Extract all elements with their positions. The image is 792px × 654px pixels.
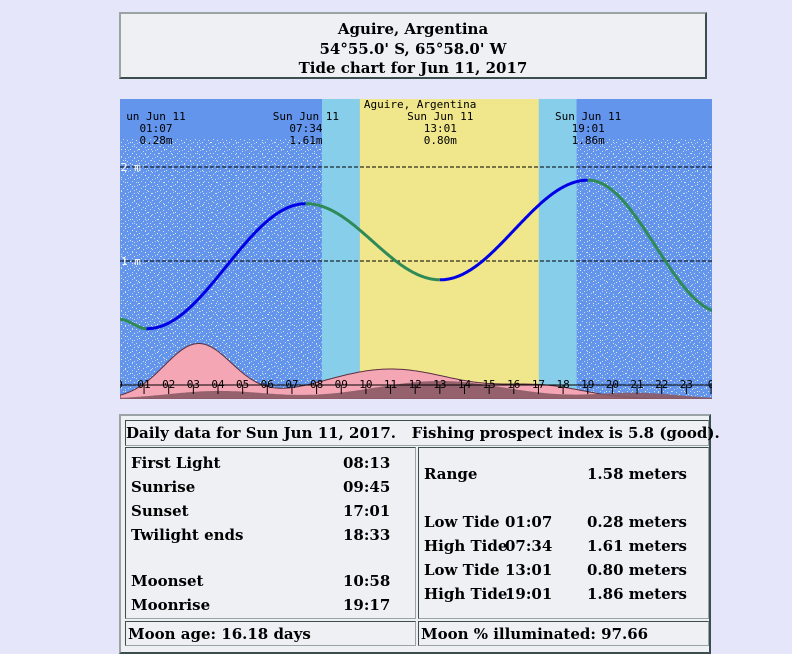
tide-curve-rising — [439, 178, 588, 282]
tide-type: Low Tide — [424, 513, 500, 531]
range-value: 1.58 meters — [587, 465, 687, 483]
moonset-value: 10:58 — [343, 572, 391, 590]
extreme-day-label: Sun Jun 11 — [555, 110, 621, 123]
moon-illuminated-cell: Moon % illuminated: 97.66 — [418, 621, 709, 646]
extreme-day-label: Sun Jun 11 — [273, 110, 339, 123]
tide-type: High Tide — [424, 585, 508, 603]
header-strip — [576, 99, 712, 139]
extreme-day-label: Sun Jun 11 — [407, 110, 473, 123]
hour-label: 19 — [581, 378, 594, 391]
daylight-band — [359, 99, 539, 399]
hour-label: 15 — [483, 378, 496, 391]
hour-label: 12 — [409, 378, 422, 391]
daily-heading: Daily data for Sun Jun 11, 2017. Fishing… — [126, 424, 720, 442]
tide-height: 1.86 meters — [587, 585, 687, 603]
extreme-height-label: 1.86m — [572, 134, 605, 147]
night-stars — [576, 139, 712, 399]
location-coordinates: 54°55.0' S, 65°58.0' W — [319, 39, 507, 58]
tide-height: 0.80 meters — [587, 561, 687, 579]
tide-time: 13:01 — [505, 561, 553, 579]
tide-time: 07:34 — [505, 537, 553, 555]
tide-type: Low Tide — [424, 561, 500, 579]
hour-label: 13 — [433, 378, 446, 391]
moon-illuminated: Moon % illuminated: 97.66 — [421, 625, 649, 643]
hour-label: 05 — [236, 378, 249, 391]
hour-label: 03 — [187, 378, 200, 391]
hour-label: 07 — [285, 378, 298, 391]
moonrise-value: 19:17 — [343, 596, 391, 614]
location-title: Aguire, Argentina — [337, 20, 489, 38]
station-name: Aguire, Argentina — [364, 99, 477, 111]
tide-time: 01:07 — [505, 513, 553, 531]
hour-label: 20 — [606, 378, 619, 391]
evening-twilight-band — [538, 99, 577, 399]
tide-curve-rising — [146, 202, 306, 331]
first-light-label: First Light — [131, 454, 221, 472]
hour-label: 08 — [310, 378, 323, 391]
sun-altitude-area — [120, 381, 712, 399]
twilight-ends-value: 18:33 — [343, 526, 391, 544]
hour-label: 22 — [655, 378, 668, 391]
sunrise-label: Sunrise — [131, 478, 196, 496]
hour-label: 04 — [211, 378, 225, 391]
tide-height: 1.61 meters — [587, 537, 687, 555]
moon-age-cell: Moon age: 16.18 days — [125, 621, 416, 646]
first-light-value: 08:13 — [343, 454, 391, 472]
sunrise-value: 09:45 — [343, 478, 391, 496]
moonrise-label: Moonrise — [131, 596, 211, 614]
sun-moon-cell: First Light 08:13 Sunrise 09:45 Sunset 1… — [125, 447, 416, 619]
hour-label: 18 — [556, 378, 569, 391]
hour-label: 21 — [630, 378, 643, 391]
hour-label: 17 — [532, 378, 545, 391]
hour-label: 06 — [261, 378, 274, 391]
hour-label: 11 — [384, 378, 397, 391]
hour-label: 10 — [359, 378, 372, 391]
hour-label: 02 — [162, 378, 175, 391]
hour-label: 14 — [458, 378, 472, 391]
extreme-time-label: 07:34 — [289, 122, 322, 135]
y-axis-label: 2 m — [121, 161, 141, 174]
tide-curve-falling — [587, 178, 712, 313]
hour-label: 16 — [507, 378, 520, 391]
extreme-time-label: 19:01 — [572, 122, 605, 135]
tide-curve-falling — [120, 317, 147, 331]
tide-type: High Tide — [424, 537, 508, 555]
extreme-height-label: 0.28m — [139, 134, 172, 147]
hour-label: 0 — [120, 378, 123, 391]
tide-chart-svg: 2 m 1 m 0 01 02 03 04 05 06 07 08 09 10 11 12 13 14 15 16… — [120, 99, 712, 399]
extreme-day-label: un Jun 11 — [126, 110, 186, 123]
extreme-time-label: 01:07 — [139, 122, 172, 135]
header-strip — [120, 99, 322, 139]
y-axis-label: 1 m — [121, 255, 141, 268]
hour-label: 0 — [708, 378, 712, 391]
twilight-ends-label: Twilight ends — [131, 526, 244, 544]
hour-label: 09 — [335, 378, 348, 391]
extreme-height-label: 0.80m — [424, 134, 457, 147]
morning-twilight-band — [321, 99, 360, 399]
moonset-label: Moonset — [131, 572, 204, 590]
tide-chart: 2 m 1 m 0 01 02 03 04 05 06 07 08 09 10 11 12 13 14 15 16… — [120, 99, 712, 399]
tide-height: 0.28 meters — [587, 513, 687, 531]
tide-curve-falling — [305, 202, 441, 282]
sunset-label: Sunset — [131, 502, 189, 520]
moon-age: Moon age: 16.18 days — [128, 625, 311, 643]
tide-time: 19:01 — [505, 585, 553, 603]
daily-data-table: Daily data for Sun Jun 11, 2017. Fishing… — [119, 414, 720, 654]
hour-label: 23 — [680, 378, 693, 391]
range-label: Range — [424, 465, 478, 483]
sunset-value: 17:01 — [343, 502, 391, 520]
tides-cell: Range 1.58 meters Low Tide 01:07 0.28 me… — [418, 447, 709, 619]
extreme-height-label: 1.61m — [289, 134, 322, 147]
chart-header: Aguire, Argentina 54°55.0' S, 65°58.0' W… — [119, 12, 707, 79]
daily-heading-cell: Daily data for Sun Jun 11, 2017. Fishing… — [125, 420, 720, 446]
extreme-time-label: 13:01 — [424, 122, 457, 135]
chart-subtitle: Tide chart for Jun 11, 2017 — [298, 59, 528, 77]
hour-label: 01 — [137, 378, 150, 391]
